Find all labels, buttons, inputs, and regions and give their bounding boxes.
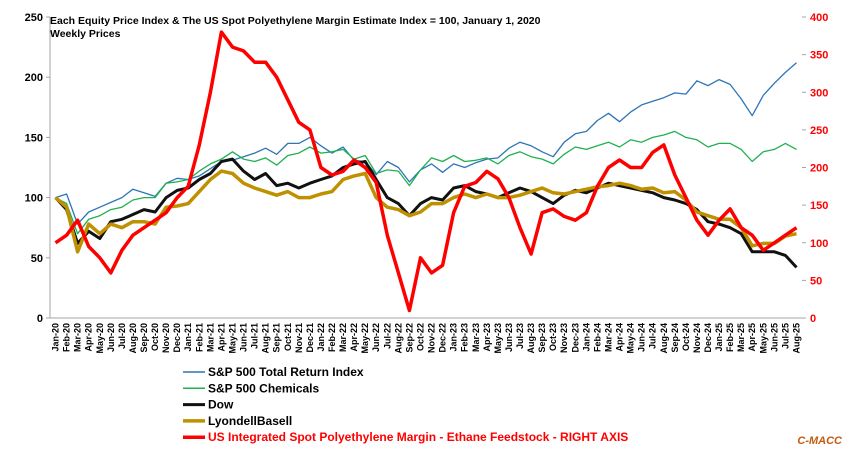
x-tick-label: Jun-20: [106, 323, 116, 352]
x-tick-label: Jul-23: [515, 323, 525, 349]
x-tick-label: Jun-21: [239, 323, 249, 352]
x-tick-label: Mar-20: [73, 323, 83, 352]
x-tick-label: Jun-24: [637, 323, 647, 352]
x-tick-label: Jul-21: [250, 323, 260, 349]
x-tick-label: Dec-24: [703, 323, 713, 353]
series-line: [55, 62, 797, 225]
x-tick-label: Mar-22: [338, 323, 348, 352]
x-tick-label: Aug-21: [261, 323, 271, 354]
series-line: [54, 157, 798, 269]
y2-tick-label: 400: [810, 12, 828, 24]
x-tick-label: Oct-23: [548, 323, 558, 351]
x-tick-label: Apr-24: [615, 323, 625, 352]
x-tick-label: Apr-20: [84, 323, 94, 352]
x-tick-label: Feb-21: [194, 323, 204, 352]
legend-label: LyondellBasell: [208, 414, 292, 428]
x-tick-label: Oct-24: [681, 323, 691, 351]
x-tick-label: Sep-20: [139, 323, 149, 353]
series-line: [55, 130, 797, 235]
legend-label: S&P 500 Total Return Index: [208, 365, 364, 379]
x-tick-label: Sep-24: [670, 323, 680, 353]
x-tick-label: Sep-21: [272, 323, 282, 353]
x-tick-label: Mar-24: [603, 323, 613, 352]
x-tick-label: Jan-24: [581, 323, 591, 352]
x-tick-label: Oct-22: [415, 323, 425, 351]
x-tick-label: Jun-22: [371, 323, 381, 352]
x-tick-label: Mar-25: [736, 323, 746, 352]
y2-tick-label: 100: [810, 238, 828, 250]
x-tick-label: Apr-22: [349, 323, 359, 352]
y2-tick-label: 300: [810, 87, 828, 99]
x-tick-label: Jan-23: [449, 323, 459, 352]
x-tick-label: Jul-22: [382, 323, 392, 349]
x-tick-label: Apr-25: [747, 323, 757, 352]
x-tick-label: Dec-20: [172, 323, 182, 353]
y2-tick-label: 350: [810, 50, 828, 62]
x-tick-label: Nov-24: [692, 323, 702, 353]
x-tick-label: Jun-25: [769, 323, 779, 352]
x-tick-label: Oct-20: [150, 323, 160, 351]
x-tick-label: Nov-23: [559, 323, 569, 353]
x-tick-label: Jan-20: [51, 323, 61, 352]
x-tick-label: May-25: [758, 323, 768, 354]
x-tick-label: Jun-23: [504, 323, 514, 352]
chart-subtitle: Weekly Prices: [50, 28, 121, 40]
x-tick-label: Jan-25: [714, 323, 724, 352]
y2-tick-label: 200: [810, 163, 828, 175]
x-tick-label: Dec-21: [305, 323, 315, 353]
x-tick-label: Jan-21: [183, 323, 193, 352]
y-tick-label: 200: [25, 72, 43, 84]
x-tick-label: Aug-22: [393, 323, 403, 354]
x-tick-label: Mar-21: [205, 323, 215, 352]
x-tick-label: Jul-24: [648, 323, 658, 349]
source: C-MACC: [797, 435, 843, 447]
x-tick-label: Feb-25: [725, 323, 735, 352]
x-tick-label: Oct-21: [283, 323, 293, 351]
y-tick-label: 0: [37, 313, 43, 325]
x-tick-label: Sep-22: [404, 323, 414, 353]
y2-tick-label: 250: [810, 125, 828, 137]
x-tick-label: Nov-20: [161, 323, 171, 353]
series-line: [54, 169, 797, 254]
x-tick-label: Aug-20: [128, 323, 138, 354]
x-tick-label: Dec-23: [570, 323, 580, 353]
x-tick-label: May-23: [493, 323, 503, 354]
x-tick-label: Jul-25: [780, 323, 790, 349]
x-tick-label: Feb-24: [592, 323, 602, 352]
x-tick-label: Sep-23: [537, 323, 547, 353]
x-tick-label: Jan-22: [316, 323, 326, 352]
x-tick-label: Apr-21: [216, 323, 226, 352]
x-tick-label: May-21: [227, 323, 237, 354]
x-tick-label: Apr-23: [482, 323, 492, 352]
x-tick-label: Nov-21: [294, 323, 304, 353]
y-tick-label: 250: [25, 12, 43, 24]
y-tick-label: 150: [25, 132, 43, 144]
series-line: [54, 30, 798, 313]
y2-tick-label: 0: [810, 313, 816, 325]
y-tick-label: 50: [31, 253, 43, 265]
x-tick-label: May-22: [360, 323, 370, 354]
x-tick-label: Aug-25: [791, 323, 801, 354]
x-tick-label: Nov-22: [427, 323, 437, 353]
x-tick-label: Dec-22: [438, 323, 448, 353]
x-tick-label: Aug-23: [526, 323, 536, 354]
y2-tick-label: 50: [810, 275, 822, 287]
x-tick-label: Jul-20: [117, 323, 127, 349]
x-tick-label: Feb-23: [460, 323, 470, 352]
y-tick-label: 100: [25, 193, 43, 205]
legend-label: S&P 500 Chemicals: [208, 381, 320, 395]
x-tick-label: Feb-22: [327, 323, 337, 352]
legend-label: US Integrated Spot Polyethylene Margin -…: [208, 430, 628, 444]
x-tick-label: May-24: [626, 323, 636, 354]
x-tick-label: May-20: [95, 323, 105, 354]
x-tick-label: Aug-24: [659, 323, 669, 354]
x-tick-label: Feb-20: [62, 323, 72, 352]
x-tick-label: Mar-23: [471, 323, 481, 352]
chart-title: Each Equity Price Index & The US Spot Po…: [50, 15, 541, 27]
legend-label: Dow: [208, 398, 234, 412]
y2-tick-label: 150: [810, 200, 828, 212]
